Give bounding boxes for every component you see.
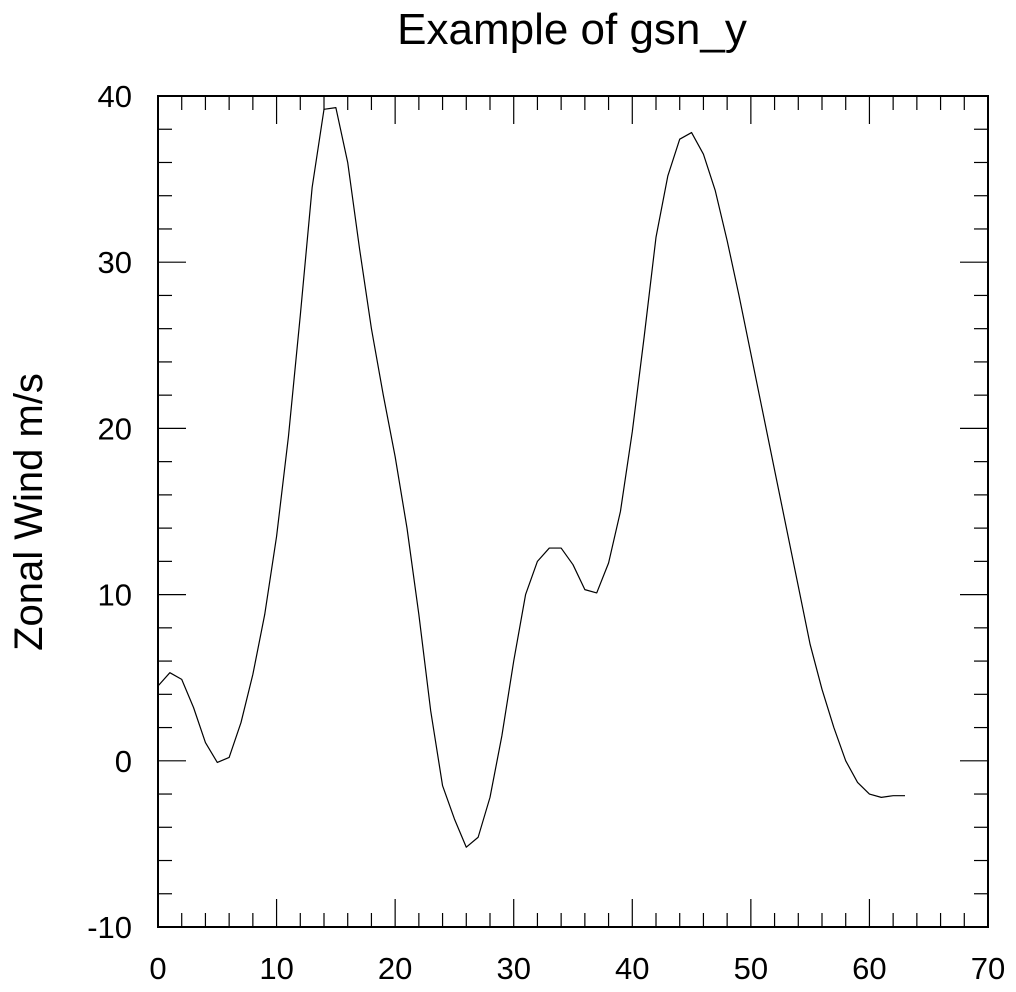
y-tick-label: 20 (98, 411, 132, 446)
x-tick-label: 50 (734, 951, 768, 986)
x-tick-label: 0 (149, 951, 166, 986)
y-tick-label: 40 (98, 79, 132, 114)
y-tick-label: 0 (115, 744, 132, 779)
x-tick-label: 10 (259, 951, 293, 986)
tick-marks (158, 96, 988, 927)
chart-title: Example of gsn_y (397, 5, 747, 54)
y-tick-label: 10 (98, 578, 132, 613)
y-tick-label: -10 (87, 910, 132, 945)
plot-frame (157, 95, 989, 928)
x-tick-label: 60 (852, 951, 886, 986)
series-line (157, 107, 905, 848)
y-axis-label: Zonal Wind m/s (7, 373, 51, 651)
tick-labels: 0 10 20 30 40 50 60 70 -10 0 10 20 30 40 (87, 79, 1005, 986)
x-tick-label: 40 (615, 951, 649, 986)
x-tick-label: 70 (971, 951, 1005, 986)
x-tick-label: 30 (496, 951, 530, 986)
y-tick-label: 30 (98, 245, 132, 280)
x-tick-label: 20 (378, 951, 412, 986)
